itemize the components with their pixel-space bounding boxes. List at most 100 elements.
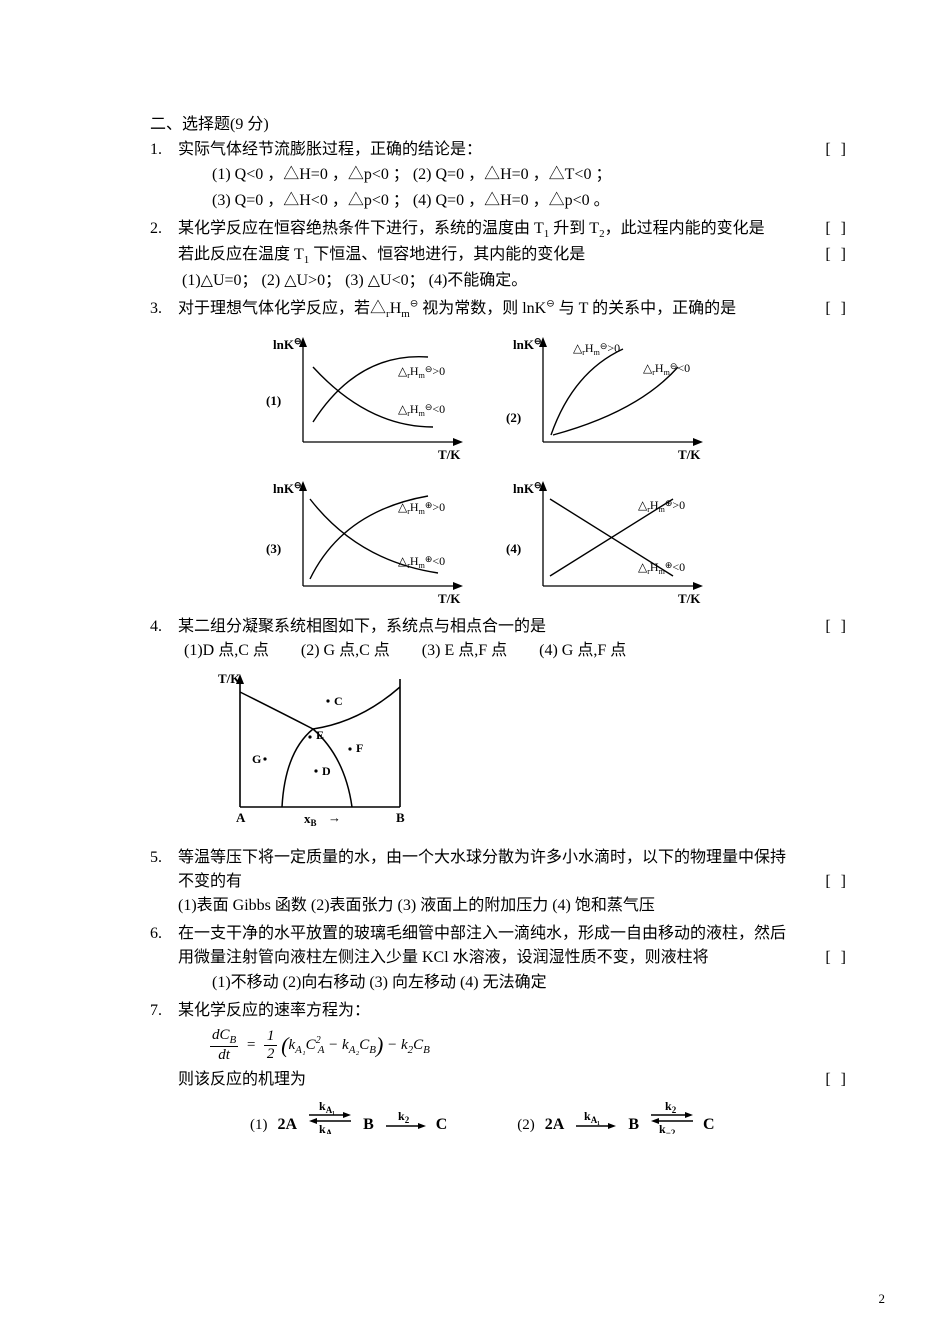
q7-m1-label: (1) [250,1117,268,1134]
q2-answer-bracket-2: [ ] [825,243,849,267]
q4-options: (1)D 点,C 点 (2) G 点,C 点 (3) E 点,F 点 (4) G… [178,639,815,663]
q4-opt3: (3) E 点,F 点 [422,639,507,663]
svg-text:△rHm⊕>0: △rHm⊕>0 [398,500,445,516]
question-3: 3. 对于理想气体化学反应，若△rHm⊖ 视为常数，则 lnK⊖ 与 T 的关系… [150,297,815,323]
q3-sc: 与 T 的关系中，正确的是 [555,300,737,317]
q3-g2-label: (2) [506,410,521,425]
q5-stem-l2: 不变的有 [178,873,242,890]
q4-pt-C: C [334,694,343,708]
q4-xarrow: → [328,810,341,825]
q3-graph-3: lnK⊖ T/K (3) △rHm⊕>0 △rHm⊕<0 [248,471,478,611]
question-5: 5. 等温等压下将一定质量的水，由一个大水球分散为许多小水滴时，以下的物理量中保… [150,846,815,918]
svg-text:xB: xB [304,811,317,828]
svg-text:△rHm⊖>0: △rHm⊖>0 [398,364,445,380]
q7-answer-bracket: [ ] [825,1068,849,1092]
svg-text:k2: k2 [665,1100,677,1115]
q4-A-label: A [236,810,246,825]
reversible-arrow-icon: k2 k−2 [649,1100,695,1134]
q5-stem-l1: 等温等压下将一定质量的水，由一个大水球分散为许多小水滴时，以下的物理量中保持 [178,849,786,866]
q7-m2-lhs: 2A [541,1116,569,1134]
q7-mechanism-2: (2) 2A kA₁ B k2 k−2 C [517,1100,714,1134]
question-6: 6. 在一支干净的水平放置的玻璃毛细管中部注入一滴纯水，形成一自由移动的液柱，然… [150,922,815,996]
q4-phase-diagram: T/K A B xB → C E F D G [150,667,815,842]
q2-l1b: 升到 T [549,220,599,237]
q1-options-line2: (3) Q=0 ，△H<0 ，△p<0 ； (4) Q=0 ，△H=0 ，△p<… [178,188,815,214]
svg-text:△rHm⊖>0: △rHm⊖>0 [573,341,620,357]
reversible-arrow-icon: kA₁ kA₂ [307,1100,353,1134]
q5-answer-bracket: [ ] [825,870,849,894]
svg-text:△rHm⊕<0: △rHm⊕<0 [398,554,445,570]
q3-g1-label: (1) [266,393,281,408]
q7-stem: 某化学反应的速率方程为： [178,1002,370,1019]
q2-l1a: 某化学反应在恒容绝热条件下进行，系统的温度由 T [178,220,544,237]
q3-graph-1: lnK⊖ T/K (1) △rHm⊖>0 △rHm⊖<0 [248,327,478,467]
q7-m1-mid: B [359,1116,378,1134]
q7-then: 则该反应的机理为 [178,1071,306,1088]
q7-m2-rhs: C [701,1116,715,1134]
svg-text:T/K: T/K [438,591,461,606]
q7-m1-lhs: 2A [274,1116,302,1134]
svg-text:lnK⊖: lnK⊖ [273,480,302,496]
q1-number: 1. [150,138,162,162]
q2-options: (1)△U=0； (2) △U>0； (3) △U<0； (4)不能确定。 [178,269,815,293]
q3-graph-4: lnK⊖ T/K (4) △rHm⊕>0 △rHm⊕<0 [488,471,718,611]
q2-l2b: 下恒温、恒容地进行，其内能的变化是 [309,246,585,263]
q4-pt-G: G [252,752,261,766]
q3-g3-label: (3) [266,541,281,556]
q7-number: 7. [150,999,162,1023]
q1-stem: 实际气体经节流膨胀过程，正确的结论是： [178,141,482,158]
q6-stem-l1: 在一支干净的水平放置的玻璃毛细管中部注入一滴纯水，形成一自由移动的液柱，然后 [178,925,786,942]
svg-text:△rHm⊖<0: △rHm⊖<0 [643,361,690,377]
q7-m2-label: (2) [517,1117,535,1134]
q4-B-label: B [396,810,405,825]
svg-text:△rHm⊕>0: △rHm⊕>0 [638,498,685,514]
svg-text:lnK⊖: lnK⊖ [273,336,302,352]
q4-opt1: (1)D 点,C 点 [184,639,269,663]
q7-mechanisms: (1) 2A kA₁ kA₂ B k2 C (2) 2A kA₁ B [150,1100,815,1134]
q3-answer-bracket: [ ] [825,297,849,321]
q4-pt-E: E [316,728,324,742]
q3-graphs-row-2: lnK⊖ T/K (3) △rHm⊕>0 △rHm⊕<0 lnK⊖ T/K (4… [150,471,815,611]
q3-g4-label: (4) [506,541,521,556]
q7-m2-mid: B [624,1116,643,1134]
q3-graph-2: lnK⊖ T/K (2) △rHm⊖>0 △rHm⊖<0 [488,327,718,467]
q4-answer-bracket: [ ] [825,615,849,639]
q4-opt4: (4) G 点,F 点 [539,639,626,663]
question-2: 2. 某化学反应在恒容绝热条件下进行，系统的温度由 T1 升到 T2，此过程内能… [150,217,815,292]
page-number: 2 [879,1291,886,1307]
svg-text:kA₂: kA₂ [319,1122,335,1134]
q4-pt-F: F [356,741,363,755]
q2-line2: 若此反应在温度 T1 下恒温、恒容地进行，其内能的变化是 [ ] [178,243,815,269]
q2-line1: 某化学反应在恒容绝热条件下进行，系统的温度由 T1 升到 T2，此过程内能的变化… [178,220,765,237]
question-4: 4. 某二组分凝聚系统相图如下，系统点与相点合一的是 [ ] (1)D 点,C … [150,615,815,663]
q2-number: 2. [150,217,162,241]
svg-text:k2: k2 [398,1110,410,1125]
svg-text:kA₁: kA₁ [584,1110,600,1125]
q5-number: 5. [150,846,162,870]
q3-sb: 视为常数，则 lnK [418,300,546,317]
svg-text:lnK⊖: lnK⊖ [513,480,542,496]
svg-text:kA₁: kA₁ [319,1100,335,1115]
q2-answer-bracket-1: [ ] [825,217,849,241]
svg-text:T/K: T/K [678,591,701,606]
svg-text:lnK⊖: lnK⊖ [513,336,542,352]
q4-number: 4. [150,615,162,639]
question-1: 1. 实际气体经节流膨胀过程，正确的结论是： [ ] (1) Q<0 ，△H=0… [150,138,815,213]
svg-text:△rHm⊕<0: △rHm⊕<0 [638,560,685,576]
q4-stem: 某二组分凝聚系统相图如下，系统点与相点合一的是 [178,618,546,635]
q1-answer-bracket: [ ] [825,138,849,162]
question-7: 7. 某化学反应的速率方程为： [150,999,815,1023]
q4-ylabel: T/K [218,671,241,686]
q7-rate-equation: dCB dt = 1 2 (kA₁C2A − kA₂CB) − k2CB [150,1027,815,1064]
svg-text:k−2: k−2 [659,1122,676,1134]
q7-m1-rhs: C [434,1116,448,1134]
q5-options: (1)表面 Gibbs 函数 (2)表面张力 (3) 液面上的附加压力 (4) … [178,894,815,918]
q4-pt-D: D [322,764,331,778]
q6-answer-bracket: [ ] [825,946,849,970]
q1-options-line1: (1) Q<0 ，△H=0 ，△p<0 ； (2) Q=0 ，△H=0 ，△T<… [178,162,815,188]
svg-text:△rHm⊖<0: △rHm⊖<0 [398,402,445,418]
q2-l1c: ，此过程内能的变化是 [605,220,765,237]
forward-arrow-icon: k2 [384,1110,428,1134]
q7-mechanism-1: (1) 2A kA₁ kA₂ B k2 C [250,1100,447,1134]
svg-text:T/K: T/K [678,447,701,462]
